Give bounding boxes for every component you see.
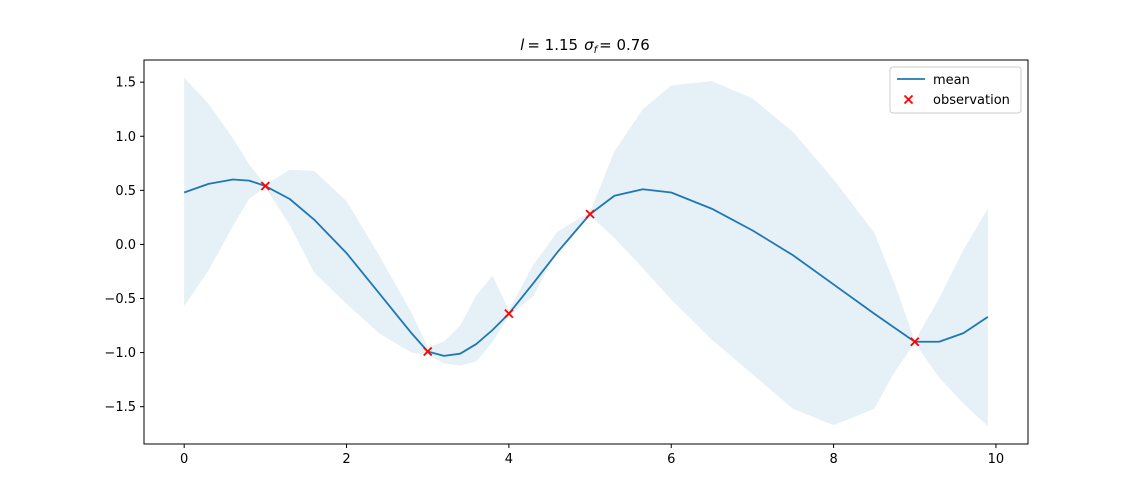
y-tick-label: −1.0 bbox=[104, 346, 136, 361]
observation-point bbox=[260, 181, 270, 191]
y-tick-label: −0.5 bbox=[104, 292, 136, 307]
y-tick-label: 1.5 bbox=[115, 76, 136, 91]
x-tick-label: 2 bbox=[342, 452, 350, 467]
observation-point bbox=[423, 346, 433, 357]
title-sigma-value: = 0.76 bbox=[599, 36, 650, 54]
x-tick-label: 4 bbox=[505, 452, 513, 467]
legend-observation-marker bbox=[903, 94, 914, 105]
confidence-band bbox=[184, 77, 988, 427]
y-tick-label: 0.5 bbox=[115, 184, 136, 199]
title-sigma-subscript: f bbox=[594, 45, 599, 56]
y-tick-label: 1.0 bbox=[115, 130, 136, 145]
axes-layer: 0 2 4 6 8 10 −1.5 −1.0 −0.5 0.0 0.5 1.0 1.5 bbox=[104, 59, 1029, 467]
title-l-value: = 1.15 bbox=[527, 36, 578, 54]
mean-line-layer bbox=[183, 178, 989, 357]
x-tick-label: 6 bbox=[667, 452, 675, 467]
observation-point bbox=[585, 209, 595, 219]
observation-point bbox=[504, 309, 514, 319]
confidence-band-layer bbox=[184, 77, 988, 427]
chart-title: l = 1.15 σf = 0.76 bbox=[520, 36, 650, 56]
title-sigma-symbol: σ bbox=[584, 36, 594, 54]
legend: mean observation bbox=[889, 66, 1022, 114]
y-tick-label: −1.5 bbox=[104, 400, 136, 415]
title-l-symbol: l bbox=[520, 36, 525, 54]
y-tick-label: 0.0 bbox=[115, 238, 136, 253]
observation-layer bbox=[260, 181, 920, 357]
legend-observation-label: observation bbox=[933, 93, 1010, 108]
observation-point bbox=[910, 337, 920, 347]
x-tick-label: 8 bbox=[829, 452, 837, 467]
legend-mean-label: mean bbox=[933, 73, 970, 88]
plot-frame bbox=[143, 59, 1029, 445]
x-tick-label: 10 bbox=[988, 452, 1005, 467]
x-tick-label: 0 bbox=[180, 452, 188, 467]
mean-line bbox=[183, 178, 989, 357]
